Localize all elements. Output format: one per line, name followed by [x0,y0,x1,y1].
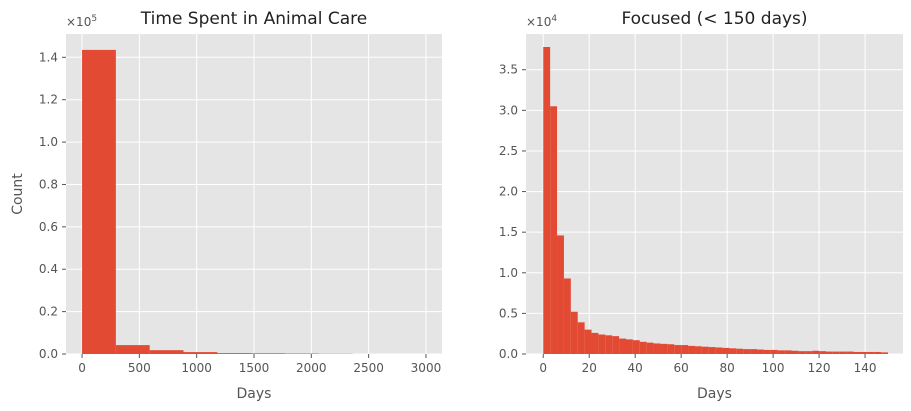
right-y-tick-label: 2.0 [499,185,518,199]
right-chart-title: Focused (< 150 days) [621,9,807,29]
right-x-axis-label: Days [697,386,732,402]
right-histogram-bar [619,338,626,354]
right-x-tick-label: 100 [762,361,785,375]
right-histogram-bar [722,347,730,354]
right-histogram-bar [688,345,695,354]
right-histogram-bar [612,336,620,354]
right-histogram-bar [715,347,723,354]
right-histogram-bar [777,350,785,354]
right-histogram-bar [632,340,640,354]
right-histogram-bar [750,349,758,354]
left-y-tick-label: 0.8 [39,177,58,191]
right-histogram-bar [543,46,551,354]
left-histogram-bar [115,345,150,354]
right-x-tick-label: 0 [539,361,547,375]
left-histogram-bar [217,353,252,354]
right-histogram-bar [660,343,668,354]
right-histogram-bar [667,344,675,354]
right-histogram-bar [736,348,744,354]
right-histogram-bar [701,346,709,354]
left-y-tick-label: 1.4 [39,50,58,64]
left-y-tick-label: 0.0 [39,347,58,361]
left-x-tick-label: 500 [128,361,151,375]
right-histogram-bar [867,351,875,354]
right-histogram-bar [763,349,771,354]
right-histogram-bar [819,351,826,354]
right-histogram-bar [832,351,840,354]
right-y-tick-label: 3.0 [499,103,518,117]
right-histogram-bar [625,339,633,354]
right-histogram-bar [853,351,861,354]
right-y-tick-label: 0.0 [499,347,518,361]
right-histogram-bar [860,351,868,354]
left-histogram-bar [251,353,285,354]
right-histogram-bar [757,349,764,354]
left-x-tick-label: 3000 [411,361,442,375]
left-histogram-bar [149,350,184,354]
right-histogram-bar [570,311,578,354]
right-histogram-bar [653,343,661,354]
right-histogram-bar [812,350,820,354]
left-panel: 0 500 1000 1500 2000 2500 3000 0.0 0.2 0.4 0.6 0.8 1… [10,9,442,402]
right-x-tick-label: 140 [854,361,877,375]
left-x-tick-label: 1000 [181,361,212,375]
right-histogram-bar [605,335,613,354]
right-histogram-bar [639,341,647,354]
left-histogram-bar [82,49,116,354]
left-x-tick-label: 2000 [296,361,327,375]
right-x-tick-label: 80 [720,361,735,375]
right-histogram-bar [791,350,799,354]
left-x-axis-label: Days [237,386,272,402]
right-histogram-bar [598,334,606,354]
right-histogram-bar [681,345,689,354]
left-histogram-bar [183,352,218,354]
right-histogram-bar [584,329,592,354]
left-y-tick-label: 0.2 [39,305,58,319]
right-x-tick-label: 20 [582,361,597,375]
right-histogram-bar [694,346,702,354]
right-histogram-bar [825,351,833,354]
right-histogram-bar [646,342,654,354]
left-chart-title: Time Spent in Animal Care [140,9,367,29]
right-histogram-bar [577,322,585,354]
right-histogram-bar [770,349,778,354]
left-x-tick-label: 1500 [239,361,270,375]
right-panel: 0 20 40 60 80 100 120 140 0.0 0.5 1.0 1.5 2.0 2.5 3.0 3… [499,9,903,402]
right-x-tick-label: 60 [674,361,689,375]
right-histogram-bar [591,332,599,354]
right-histogram-bar [743,349,751,354]
right-y-tick-label: 2.5 [499,144,518,158]
right-histogram-bar [846,351,854,354]
right-histogram-bar [805,351,813,354]
left-x-tick-label: 2500 [353,361,384,375]
right-y-tick-label: 1.5 [499,225,518,239]
left-y-tick-label: 1.0 [39,135,58,149]
right-histogram-bar [563,278,571,354]
right-histogram-bar [881,352,889,354]
right-histogram-bar [874,351,882,354]
right-histogram-bar [729,348,737,354]
left-y-tick-label: 0.4 [39,262,58,276]
left-y-tick-label: 1.2 [39,93,58,107]
right-y-tick-label: 1.0 [499,266,518,280]
left-y-multiplier: ×105 [66,14,97,29]
right-histogram-bar [674,345,682,354]
left-y-axis-label: Count [10,173,26,215]
right-x-tick-label: 40 [628,361,643,375]
right-histogram-bar [784,350,792,354]
left-x-tick-label: 0 [78,361,86,375]
right-histogram-bar [550,106,558,354]
left-y-tick-label: 0.6 [39,220,58,234]
right-y-multiplier: ×104 [526,14,557,29]
right-histogram-bar [557,235,564,354]
right-x-tick-label: 120 [808,361,831,375]
right-y-tick-label: 0.5 [499,306,518,320]
right-histogram-bar [798,351,806,354]
right-histogram-bar [708,347,716,354]
right-plot-background [526,34,903,354]
right-y-tick-label: 3.5 [499,63,518,77]
right-histogram-bar [839,351,847,354]
